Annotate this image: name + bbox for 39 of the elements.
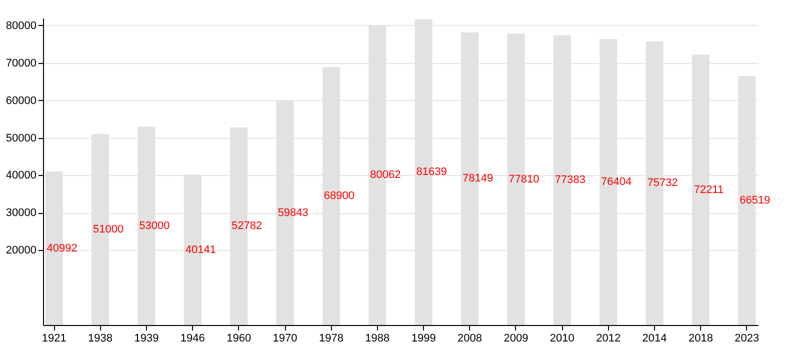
x-tick-label: 1938 <box>88 332 113 344</box>
x-tick-label: 2010 <box>550 332 574 344</box>
data-label: 77383 <box>554 174 586 186</box>
x-tick-label: 1939 <box>134 332 159 344</box>
data-label: 80062 <box>370 169 401 182</box>
x-tick-label: 1970 <box>272 332 298 344</box>
y-tick-label: 20000 <box>6 244 36 257</box>
y-tick-label: 60000 <box>6 94 36 107</box>
x-tick-label: 1978 <box>318 332 344 344</box>
data-label: 40992 <box>46 242 78 254</box>
x-tick-label: 2023 <box>734 332 760 344</box>
y-tick-label: 80000 <box>6 20 36 32</box>
x-tick-label: 1960 <box>226 332 252 344</box>
data-label: 81639 <box>416 166 447 178</box>
x-tick-label: 2014 <box>642 332 667 344</box>
x-tick-label: 1999 <box>411 332 436 344</box>
y-tick-label: 50000 <box>6 132 36 144</box>
data-label: 75732 <box>647 177 678 190</box>
x-tick-label: 2008 <box>458 332 482 344</box>
data-label: 76404 <box>601 176 632 188</box>
data-label: 68900 <box>324 190 355 202</box>
data-label: 78149 <box>462 172 494 185</box>
data-label: 53000 <box>139 220 170 232</box>
data-label: 77810 <box>508 173 540 186</box>
x-tick-label: 2009 <box>504 332 528 344</box>
data-label: 72211 <box>694 184 724 196</box>
data-label: 66519 <box>740 194 770 206</box>
x-tick-label: 1946 <box>180 332 205 344</box>
x-tick-label: 2018 <box>688 332 713 344</box>
data-label: 52782 <box>232 220 262 232</box>
x-tick-label: 2012 <box>596 332 621 344</box>
y-tick-label: 40000 <box>6 170 36 182</box>
y-tick-label: 30000 <box>6 207 36 220</box>
data-label: 40141 <box>185 244 216 256</box>
x-tick-label: 1988 <box>365 332 390 344</box>
data-label: 59843 <box>278 206 308 219</box>
y-tick-label: 70000 <box>6 57 36 70</box>
data-label: 51000 <box>92 224 124 236</box>
x-tick-label: 1921 <box>42 332 66 344</box>
